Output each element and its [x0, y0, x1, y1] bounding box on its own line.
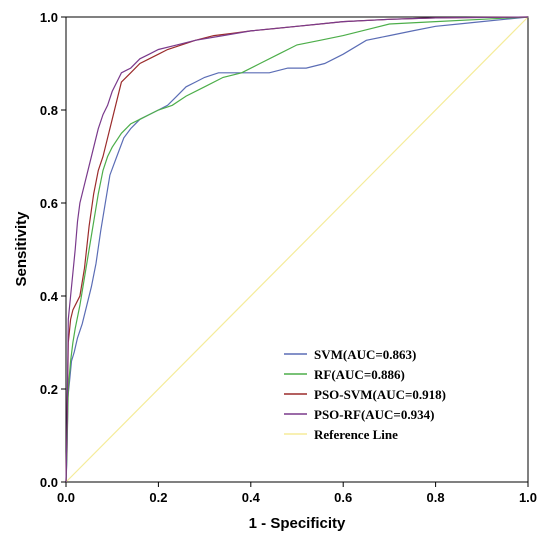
y-tick-label: 1.0	[40, 10, 58, 25]
legend-entry-1: RF(AUC=0.886)	[314, 367, 405, 382]
legend-entry-4: Reference Line	[314, 427, 398, 442]
y-tick-label: 0.6	[40, 196, 58, 211]
series-line-1	[65, 16, 529, 483]
y-tick-label: 0.8	[40, 103, 58, 118]
x-tick-label: 0.8	[427, 490, 445, 505]
series-line-3	[65, 16, 529, 483]
x-axis-title: 1 - Specificity	[249, 515, 346, 532]
legend-entry-2: PSO-SVM(AUC=0.918)	[314, 387, 446, 402]
y-axis-title: Sensitivity	[13, 211, 30, 287]
x-tick-label: 0.2	[149, 490, 167, 505]
y-tick-label: 0.2	[40, 382, 58, 397]
x-tick-label: 0.6	[334, 490, 352, 505]
x-axis-ticks: 0.0 0.2 0.4 0.6 0.8 1.0	[57, 482, 537, 505]
x-tick-label: 1.0	[519, 490, 537, 505]
series-line-4	[65, 16, 529, 483]
y-axis-ticks: 0.0 0.2 0.4 0.6 0.8 1.0	[40, 10, 66, 490]
legend-entry-3: PSO-RF(AUC=0.934)	[314, 407, 434, 422]
x-tick-label: 0.0	[57, 490, 75, 505]
legend: SVM(AUC=0.863) RF(AUC=0.886) PSO-SVM(AUC=0…	[284, 347, 446, 442]
legend-entry-0: SVM(AUC=0.863)	[314, 347, 416, 362]
x-tick-label: 0.4	[242, 490, 261, 505]
series-layer	[65, 16, 529, 483]
y-tick-label: 0.0	[40, 475, 58, 490]
series-line-0	[65, 16, 529, 483]
y-tick-label: 0.4	[40, 289, 59, 304]
